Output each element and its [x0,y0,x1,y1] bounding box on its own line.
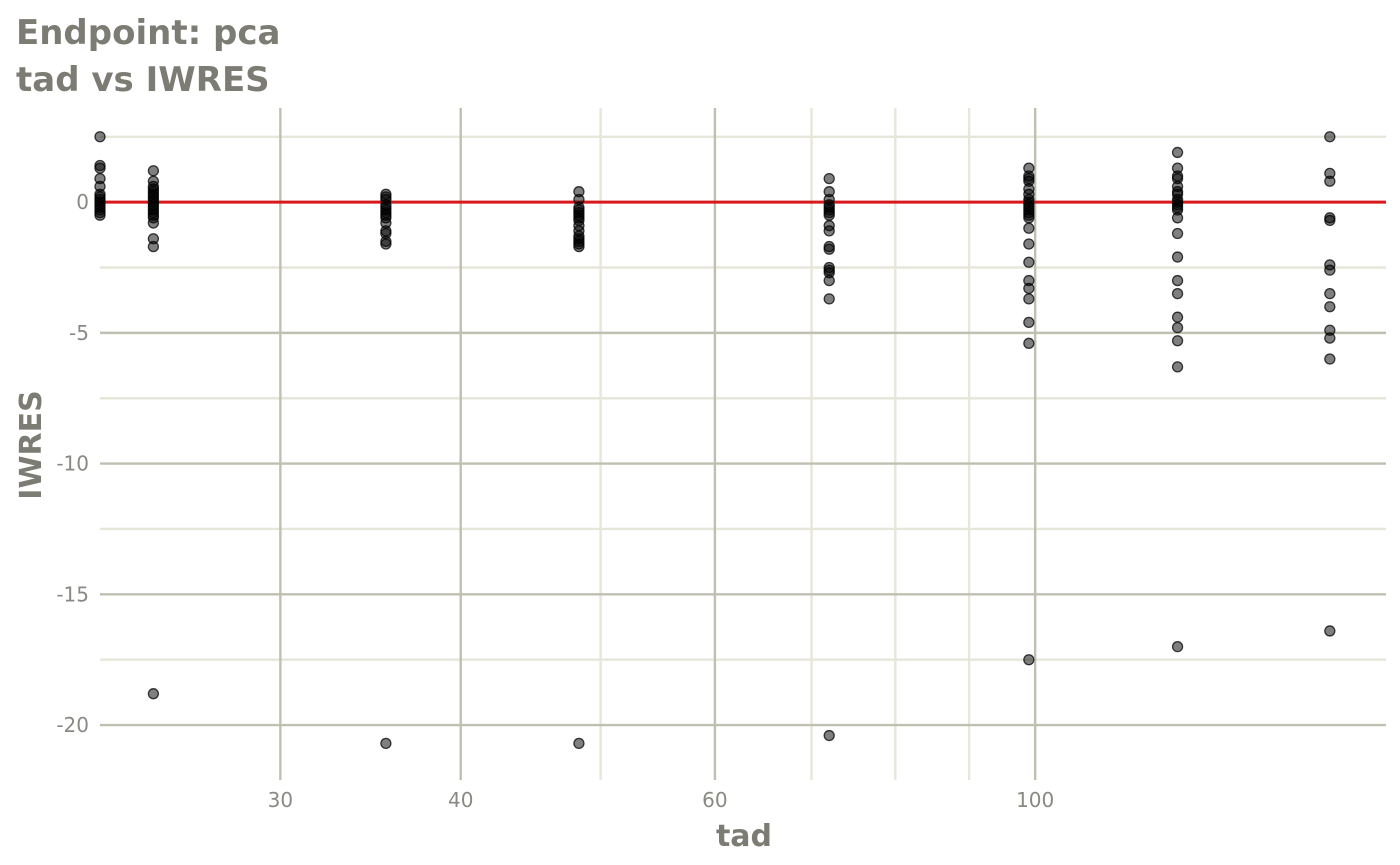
data-point [1324,131,1336,143]
data-point [1171,321,1184,334]
y-tick-label: 0 [76,190,89,214]
data-point [1023,337,1035,349]
chart-subtitle: tad vs IWRES [16,60,270,100]
data-point [823,274,835,287]
data-point [1324,332,1336,344]
data-point [1171,227,1184,240]
data-point [1324,214,1336,227]
data-point [1023,238,1035,250]
data-point [573,240,585,253]
y-tick-label: -20 [56,713,89,737]
data-point [573,737,585,750]
data-point [1171,361,1184,373]
data-point [1171,274,1184,287]
data-point [1324,175,1336,187]
data-point [823,225,835,237]
x-tick-label: 60 [702,788,727,812]
data-point [1171,212,1184,224]
data-point [1171,146,1184,159]
y-tick-labels: 0 -5 -10 -15 -20 [56,190,89,737]
y-axis-title: IWRES [14,390,49,499]
minor-gridlines-y [100,135,1386,661]
y-tick-label: -10 [56,452,89,476]
data-point [1023,212,1035,224]
data-point [380,238,392,250]
data-point [94,131,106,143]
data-points [94,131,1336,750]
data-point [1023,256,1035,268]
data-point [94,209,106,221]
x-axis-title: tad [716,819,772,854]
y-tick-label: -5 [69,321,89,345]
major-gridlines-y [100,200,1386,727]
data-point [1324,301,1336,313]
data-point [1171,335,1184,347]
data-point [1023,654,1035,666]
data-point [1324,264,1336,276]
data-point [380,737,392,750]
data-point [1171,311,1184,323]
data-point [147,240,160,253]
data-point [1023,282,1035,295]
data-point [823,293,835,305]
data-point [1324,353,1336,365]
data-point [823,729,835,742]
data-point [823,172,835,185]
data-point [1023,222,1035,234]
data-point [1171,251,1184,263]
y-tick-label: -15 [56,582,89,606]
data-point [1171,640,1184,653]
data-point [147,217,160,229]
x-tick-label: 40 [448,788,473,812]
minor-gridlines-x [599,108,971,780]
data-point [1023,316,1035,329]
major-gridlines-x [279,108,1037,780]
data-point [823,243,835,255]
x-tick-label: 30 [268,788,293,812]
data-point [147,688,160,700]
data-point [94,162,106,174]
x-tick-labels: 30 40 60 100 [268,788,1055,812]
data-point [823,209,835,221]
chart-title: Endpoint: pca [16,13,280,53]
data-point [147,165,160,177]
data-point [1023,293,1035,305]
data-point [1324,625,1336,637]
data-point [1171,287,1184,300]
data-point [1324,287,1336,300]
x-tick-label: 100 [1016,788,1054,812]
